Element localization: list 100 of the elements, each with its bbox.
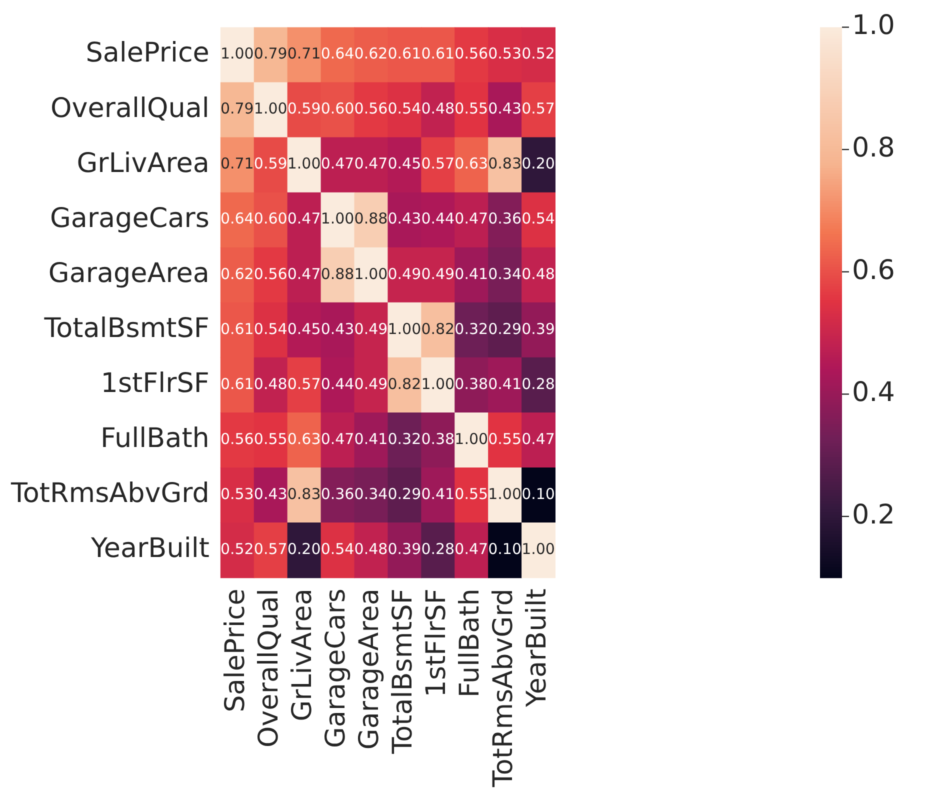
data-label: 0.83 [488, 154, 522, 173]
data-label: 0.41 [354, 430, 388, 448]
data-label: 0.82 [421, 320, 455, 338]
data-label: 0.54 [522, 210, 555, 228]
x-tick-label: TotRmsAbvGrd [488, 588, 519, 788]
data-label: 0.71 [287, 44, 321, 63]
color-bar-label: 0.2 [852, 499, 895, 530]
data-label: 0.38 [454, 374, 488, 393]
y-tick-label: FullBath [100, 423, 210, 454]
data-label: 0.54 [320, 540, 354, 558]
data-label: 0.52 [220, 540, 254, 558]
data-label: 0.55 [254, 430, 288, 448]
data-label: 0.55 [488, 430, 522, 448]
data-label: 0.48 [421, 100, 455, 118]
data-label: 0.29 [388, 484, 422, 503]
data-label: 0.45 [388, 154, 422, 173]
x-tick-label: GrLivArea [287, 588, 318, 722]
data-label: 0.32 [388, 430, 422, 448]
data-label: 0.47 [287, 264, 321, 283]
data-label: 0.60 [254, 210, 288, 228]
data-label: 0.39 [522, 320, 555, 338]
data-label: 1.00 [522, 540, 555, 558]
data-label: 0.48 [354, 540, 388, 558]
data-label: 0.10 [488, 540, 522, 558]
data-label: 0.41 [488, 374, 522, 393]
data-label: 0.57 [522, 100, 555, 118]
data-label: 0.34 [354, 484, 388, 503]
data-label: 0.47 [320, 430, 354, 448]
data-label: 1.00 [488, 484, 522, 503]
data-label: 0.53 [220, 484, 254, 503]
data-label: 0.88 [354, 210, 388, 228]
y-tick-label: GarageCars [50, 202, 210, 234]
data-label: 0.61 [220, 320, 254, 338]
x-tick-label: GarageArea [354, 588, 385, 750]
data-label: 0.20 [287, 540, 321, 558]
data-label: 0.61 [388, 44, 422, 63]
data-label: 0.55 [454, 100, 488, 118]
data-label: 0.49 [354, 320, 388, 338]
data-label: 0.79 [254, 44, 288, 63]
y-tick-label: 1stFlrSF [100, 368, 210, 399]
x-tick-label: TotalBsmtSF [387, 588, 418, 755]
data-label: 0.63 [287, 430, 321, 448]
data-label: 0.54 [254, 320, 288, 338]
y-tick-label: GrLivArea [76, 148, 210, 179]
data-label: 1.00 [421, 374, 455, 393]
data-label: 0.43 [488, 100, 522, 118]
data-label: 0.63 [454, 154, 488, 173]
y-tick-label: SalePrice [86, 38, 210, 69]
data-label: 0.47 [354, 154, 388, 173]
data-label: 0.60 [320, 100, 354, 118]
data-label: 1.00 [254, 100, 288, 118]
data-label: 0.47 [454, 210, 488, 228]
data-label: 0.44 [421, 210, 455, 228]
data-label: 0.34 [488, 264, 522, 283]
data-label: 0.29 [488, 320, 522, 338]
data-label: 0.28 [522, 374, 555, 393]
data-label: 0.44 [320, 374, 354, 393]
data-label: 0.57 [421, 154, 455, 173]
data-label: 0.59 [287, 100, 321, 118]
data-label: 0.49 [388, 264, 422, 283]
x-tick-label: YearBuilt [521, 588, 552, 708]
data-label: 0.49 [421, 264, 455, 283]
data-label: 0.59 [254, 154, 288, 173]
data-label: 0.64 [320, 44, 354, 63]
data-label: 0.79 [220, 100, 254, 118]
color-bar-label: 1.0 [852, 10, 895, 42]
data-label: 0.43 [388, 210, 422, 228]
data-label: 0.56 [254, 264, 288, 283]
data-label: 0.82 [388, 374, 422, 393]
data-label: 0.55 [454, 484, 488, 503]
data-label: 1.00 [287, 154, 321, 173]
data-label: 0.62 [354, 44, 388, 63]
data-label: 0.39 [388, 540, 422, 558]
data-label: 0.45 [287, 320, 321, 338]
color-bar-label: 0.4 [852, 377, 895, 408]
data-label: 1.00 [454, 430, 488, 448]
data-label: 0.88 [320, 264, 354, 283]
data-label: 0.41 [454, 264, 488, 283]
data-label: 0.57 [287, 374, 321, 393]
data-label: 0.56 [354, 100, 388, 118]
data-label: 0.43 [320, 320, 354, 338]
data-label: 0.47 [454, 540, 488, 558]
data-label: 0.56 [454, 44, 488, 63]
data-label: 1.00 [354, 264, 388, 283]
data-label: 0.43 [254, 484, 288, 503]
y-tick-label: OverallQual [50, 92, 210, 124]
y-tick-label: TotalBsmtSF [43, 312, 210, 344]
x-tick-label: 1stFlrSF [420, 588, 452, 698]
x-tick-label: FullBath [454, 588, 486, 698]
data-label: 0.47 [320, 154, 354, 173]
data-label: 0.47 [287, 210, 321, 228]
data-label: 0.48 [522, 264, 555, 283]
data-label: 1.00 [220, 44, 254, 63]
data-label: 0.49 [354, 374, 388, 393]
data-label: 0.20 [522, 154, 555, 173]
data-label: 0.52 [522, 44, 555, 63]
data-label: 0.61 [421, 44, 455, 63]
y-tick-label: TotRmsAbvGrd [10, 478, 210, 510]
x-tick-label: GarageCars [320, 588, 352, 748]
data-label: 1.00 [388, 320, 422, 338]
